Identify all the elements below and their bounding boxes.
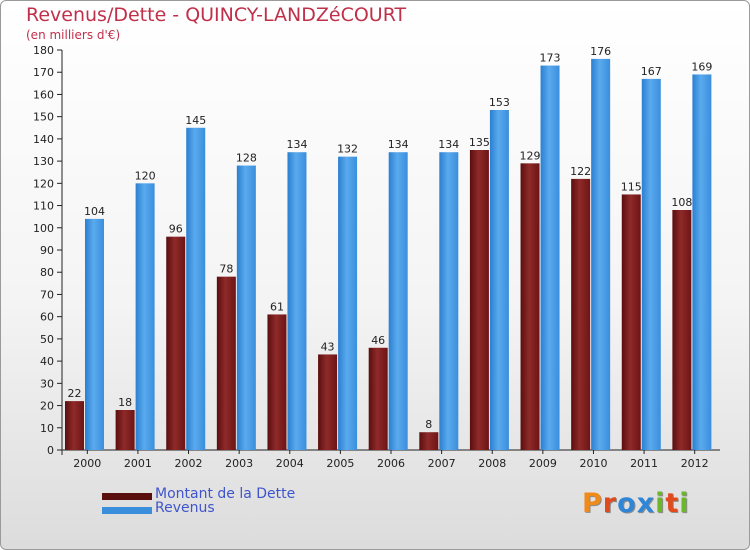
- y-tick-label: 50: [40, 333, 54, 346]
- y-tick-label: 100: [33, 222, 54, 235]
- bar-debt: [571, 178, 591, 450]
- logo-letter: x: [636, 488, 656, 519]
- value-label-revenue: 176: [590, 45, 611, 58]
- y-tick-label: 60: [40, 311, 54, 324]
- legend-swatch-revenue: [102, 507, 152, 514]
- legend-swatch-debt: [102, 493, 152, 500]
- bar-revenue: [338, 156, 358, 450]
- value-label-debt: 115: [621, 180, 642, 193]
- x-tick-label: 2000: [73, 457, 101, 470]
- y-tick-label: 120: [33, 177, 54, 190]
- y-tick-label: 70: [40, 288, 54, 301]
- bar-debt: [469, 150, 489, 450]
- y-tick-label: 150: [33, 111, 54, 124]
- x-tick-label: 2007: [428, 457, 456, 470]
- bar-debt: [65, 401, 84, 450]
- y-tick-label: 40: [40, 355, 54, 368]
- value-label-debt: 46: [371, 334, 385, 347]
- legend-label-revenue: Revenus: [155, 500, 215, 516]
- y-tick-label: 90: [40, 244, 54, 257]
- bar-revenue: [236, 165, 256, 451]
- x-tick-label: 2004: [276, 457, 304, 470]
- value-label-debt: 122: [570, 165, 591, 178]
- x-tick-label: 2001: [124, 457, 152, 470]
- x-tick-label: 2008: [478, 457, 506, 470]
- value-label-revenue: 120: [135, 169, 156, 182]
- bar-revenue: [489, 110, 509, 450]
- logo-letter: r: [602, 488, 618, 519]
- logo-letter: o: [617, 488, 637, 519]
- value-label-debt: 129: [520, 149, 541, 162]
- logo-letter: t: [665, 488, 680, 519]
- bar-debt: [267, 314, 287, 450]
- bar-debt: [621, 194, 641, 450]
- y-tick-label: 140: [33, 133, 54, 146]
- y-tick-label: 80: [40, 266, 54, 279]
- y-tick-label: 30: [40, 377, 54, 390]
- bar-debt: [166, 236, 186, 450]
- legend-label-debt: Montant de la Dette: [155, 486, 296, 502]
- bar-revenue: [641, 78, 661, 450]
- x-tick-label: 2011: [630, 457, 658, 470]
- bar-revenue: [439, 152, 459, 450]
- bar-debt: [115, 410, 135, 450]
- value-label-revenue: 134: [286, 138, 307, 151]
- x-tick-label: 2005: [326, 457, 354, 470]
- value-label-revenue: 132: [337, 143, 358, 156]
- value-label-revenue: 128: [236, 152, 257, 165]
- value-label-revenue: 169: [691, 60, 712, 73]
- x-tick-label: 2002: [175, 457, 203, 470]
- value-label-debt: 78: [219, 263, 233, 276]
- y-tick-label: 160: [33, 88, 54, 101]
- value-label-revenue: 134: [438, 138, 459, 151]
- value-label-debt: 96: [169, 223, 183, 236]
- bar-revenue: [287, 152, 307, 450]
- y-tick-label: 10: [40, 422, 54, 435]
- chart-title: Revenus/Dette - QUINCY-LANDZéCOURT: [26, 4, 407, 26]
- bar-revenue: [591, 58, 611, 451]
- logo-letter: i: [655, 488, 666, 519]
- value-label-revenue: 145: [185, 114, 206, 127]
- x-tick-label: 2003: [225, 457, 253, 470]
- value-label-revenue: 104: [84, 205, 105, 218]
- x-tick-label: 2012: [681, 457, 709, 470]
- value-label-debt: 135: [469, 136, 490, 149]
- value-label-revenue: 134: [388, 138, 409, 151]
- x-tick-label: 2009: [529, 457, 557, 470]
- bar-debt: [520, 163, 540, 451]
- value-label-revenue: 167: [641, 65, 662, 78]
- value-label-debt: 22: [68, 387, 82, 400]
- x-tick-label: 2010: [579, 457, 607, 470]
- bar-debt: [672, 210, 692, 450]
- bar-debt: [368, 347, 388, 450]
- value-label-debt: 18: [118, 396, 132, 409]
- bar-revenue: [540, 65, 560, 451]
- bar-revenue: [135, 183, 155, 451]
- y-tick-label: 170: [33, 66, 54, 79]
- value-label-revenue: 173: [540, 52, 561, 65]
- bar-revenue: [186, 127, 206, 451]
- y-tick-label: 180: [33, 44, 54, 57]
- value-label-debt: 43: [321, 340, 335, 353]
- chart-subtitle: (en milliers d'€): [26, 28, 121, 42]
- proxiti-logo: Proxiti: [582, 488, 690, 519]
- y-tick-label: 0: [47, 444, 54, 457]
- logo-letter: i: [679, 488, 690, 519]
- bar-revenue: [692, 74, 712, 450]
- value-label-revenue: 153: [489, 96, 510, 109]
- y-tick-label: 20: [40, 400, 54, 413]
- y-tick-label: 110: [33, 200, 54, 213]
- x-tick-label: 2006: [377, 457, 405, 470]
- bar-debt: [216, 276, 236, 450]
- bar-debt: [419, 432, 439, 450]
- value-label-debt: 61: [270, 300, 284, 313]
- value-label-debt: 108: [671, 196, 692, 209]
- bar-revenue: [85, 218, 104, 450]
- bar-revenue: [388, 152, 408, 450]
- value-label-debt: 8: [425, 418, 432, 431]
- y-tick-label: 130: [33, 155, 54, 168]
- bar-debt: [318, 354, 338, 450]
- logo-letter: P: [582, 488, 603, 519]
